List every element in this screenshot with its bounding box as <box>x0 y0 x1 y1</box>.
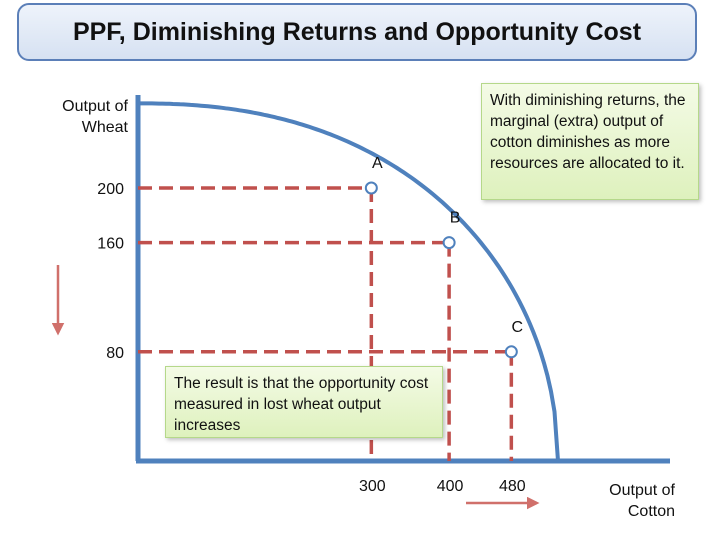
x-axis-label-line1: Output of <box>609 482 675 499</box>
point-b-label: B <box>450 210 461 227</box>
x-tick-label-400: 400 <box>437 478 464 495</box>
point-a-marker <box>364 181 378 195</box>
ppf-curve <box>138 101 560 462</box>
title-box: PPF, Diminishing Returns and Opportunity… <box>17 3 697 61</box>
point-b-marker <box>442 236 456 250</box>
y-axis-label-line1: Output of <box>62 98 128 115</box>
point-a-label: A <box>372 155 383 172</box>
annotation-diminishing-returns: With diminishing returns, the marginal (… <box>481 83 699 200</box>
x-axis-label-line2: Cotton <box>627 503 675 520</box>
point-c-marker <box>504 345 518 359</box>
y-tick-label-80: 80 <box>106 345 124 362</box>
x-axis-label: Output of Cotton <box>570 480 675 522</box>
y-axis-label-line2: Wheat <box>81 119 128 136</box>
chart-title: PPF, Diminishing Returns and Opportunity… <box>72 17 642 46</box>
x-tick-label-480: 480 <box>499 478 526 495</box>
point-c-label: C <box>512 319 524 336</box>
annotation-opportunity-cost: The result is that the opportunity cost … <box>165 366 443 438</box>
y-axis-label: Output of Wheat <box>28 96 128 138</box>
x-tick-label-300: 300 <box>359 478 386 495</box>
y-tick-label-160: 160 <box>97 236 124 253</box>
y-tick-label-200: 200 <box>97 181 124 198</box>
